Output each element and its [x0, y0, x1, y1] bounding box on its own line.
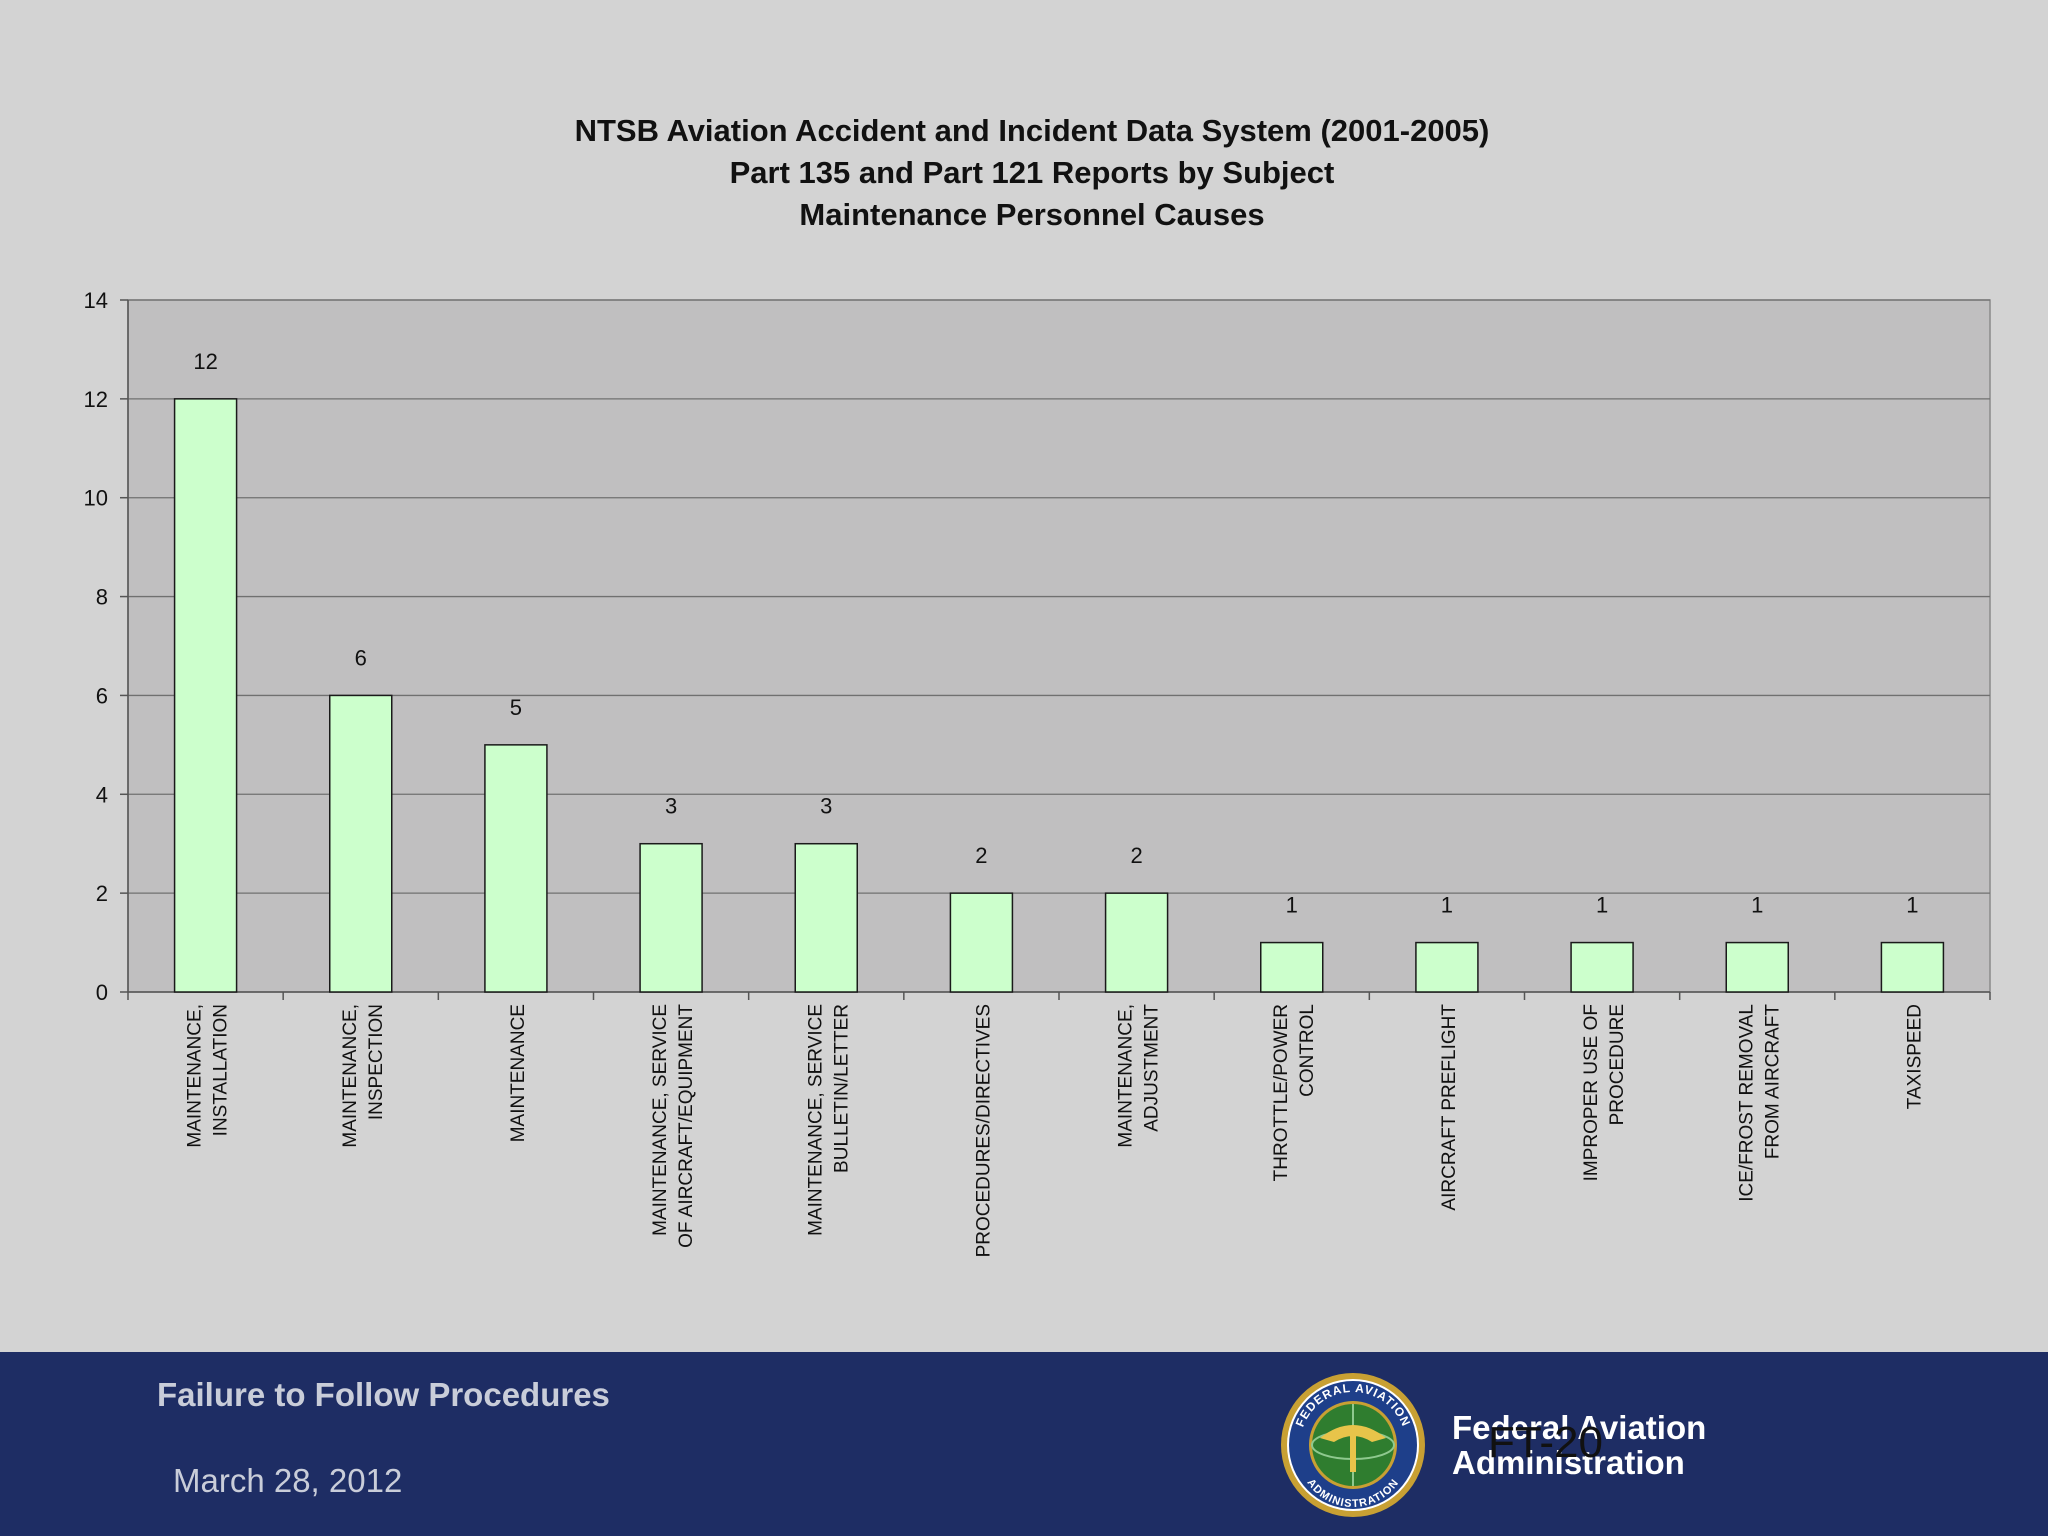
category-label-line: BULLETIN/LETTER — [831, 1004, 852, 1173]
faa-name: Federal Aviation Administration — [1452, 1410, 1706, 1480]
faa-seal-icon: FEDERAL AVIATION ADMINISTRATION — [1281, 1373, 1425, 1517]
chart-title: NTSB Aviation Accident and Incident Data… — [0, 110, 2048, 236]
data-label: 1 — [1751, 893, 1763, 918]
chart-title-line-1: NTSB Aviation Accident and Incident Data… — [574, 113, 1490, 148]
data-label: 12 — [193, 349, 217, 374]
faa-name-line-1: Federal Aviation — [1452, 1409, 1707, 1446]
category-label: MAINTENANCE, INSTALLATION — [185, 1004, 232, 1148]
plot-area — [127, 299, 1991, 993]
data-label: 1 — [1286, 893, 1298, 918]
bar — [173, 398, 238, 993]
data-label: 1 — [1596, 893, 1608, 918]
data-label: 2 — [1130, 843, 1142, 868]
bar — [329, 694, 393, 993]
category-label: IMPROPER USE OF PROCEDURE — [1581, 1004, 1628, 1181]
category-label-line: OF AIRCRAFT/EQUIPMENT — [676, 1004, 697, 1248]
category-label-line: PROCEDURES/DIRECTIVES — [973, 1004, 994, 1257]
bar — [949, 892, 1014, 993]
bars — [173, 398, 1945, 993]
bar — [1415, 941, 1479, 993]
data-label: 1 — [1441, 893, 1453, 918]
category-label-line: ADJUSTMENT — [1142, 1004, 1163, 1132]
category-label-line: FROM AIRCRAFT — [1762, 1004, 1783, 1160]
y-tick-label: 10 — [84, 486, 108, 511]
y-tick-label: 14 — [84, 288, 108, 313]
category-label-line: TAXISPEED — [1904, 1004, 1925, 1109]
data-label: 6 — [355, 645, 367, 670]
presentation-title: Failure to Follow Procedures — [157, 1376, 610, 1413]
gridlines — [128, 299, 1990, 894]
data-label: 3 — [820, 794, 832, 819]
category-label: ICE/FROST REMOVAL FROM AIRCRAFT — [1736, 1004, 1783, 1202]
bar — [1260, 941, 1324, 993]
chart-title-line-3: Maintenance Personnel Causes — [799, 197, 1265, 232]
category-label-line: MAINTENANCE, SERVICE — [650, 1004, 671, 1236]
category-label-line: ICE/FROST REMOVAL — [1736, 1004, 1757, 1202]
category-label-line: IMPROPER USE OF — [1581, 1004, 1602, 1181]
y-tick-label: 8 — [96, 585, 108, 610]
category-label-line: INSPECTION — [366, 1004, 387, 1120]
category-label-line: CONTROL — [1297, 1004, 1318, 1097]
data-label: 2 — [975, 843, 987, 868]
bar — [1880, 941, 1945, 993]
y-tick-label: 2 — [96, 881, 108, 906]
category-label-line: MAINTENANCE, SERVICE — [805, 1004, 826, 1236]
slide-number: FT-20 — [1488, 1418, 1603, 1467]
category-label-line: INSTALLATION — [211, 1004, 232, 1136]
category-label-line: MAINTENANCE — [508, 1004, 529, 1142]
bar — [639, 842, 703, 993]
y-tick-label: 4 — [96, 782, 108, 807]
footer-bar: Failure to Follow Procedures March 28, 2… — [0, 1352, 2048, 1536]
category-label: MAINTENANCE, SERVICE BULLETIN/LETTER — [805, 1004, 852, 1236]
data-labels: 12 6 5 3 3 2 2 1 1 1 1 1 — [193, 349, 1918, 918]
bar — [794, 842, 858, 993]
data-label: 1 — [1906, 893, 1918, 918]
category-label: THROTTLE/POWER CONTROL — [1271, 1004, 1318, 1181]
category-label-line: MAINTENANCE, — [1116, 1004, 1137, 1148]
y-tick-label: 6 — [96, 683, 108, 708]
category-label: MAINTENANCE — [508, 1004, 529, 1142]
category-label-line: MAINTENANCE, — [340, 1004, 361, 1148]
category-label: MAINTENANCE, SERVICE OF AIRCRAFT/EQUIPMEN… — [650, 1004, 697, 1248]
category-label-line: AIRCRAFT PREFLIGHT — [1439, 1004, 1460, 1211]
category-label: MAINTENANCE, ADJUSTMENT — [1116, 1004, 1163, 1148]
data-label: 3 — [665, 794, 677, 819]
category-label-line: MAINTENANCE, — [185, 1004, 206, 1148]
category-label: PROCEDURES/DIRECTIVES — [973, 1004, 994, 1257]
bar — [1104, 892, 1169, 993]
category-label: AIRCRAFT PREFLIGHT — [1439, 1004, 1460, 1211]
y-tick-label: 12 — [84, 387, 108, 412]
data-label: 5 — [510, 695, 522, 720]
presentation-date: March 28, 2012 — [173, 1462, 403, 1499]
category-label: MAINTENANCE, INSPECTION — [340, 1004, 387, 1148]
faa-name-line-2: Administration — [1452, 1444, 1685, 1481]
category-labels: MAINTENANCE, INSTALLATION MAINTENANCE, INSP… — [185, 1004, 1926, 1258]
bar — [484, 744, 548, 993]
y-tick-label: 0 — [96, 980, 108, 1005]
bar — [1725, 941, 1789, 993]
category-label-line: PROCEDURE — [1607, 1004, 1628, 1125]
category-label-line: THROTTLE/POWER — [1271, 1004, 1292, 1181]
bar — [1570, 941, 1634, 993]
category-label: TAXISPEED — [1904, 1004, 1925, 1109]
chart-title-line-2: Part 135 and Part 121 Reports by Subject — [729, 155, 1335, 190]
